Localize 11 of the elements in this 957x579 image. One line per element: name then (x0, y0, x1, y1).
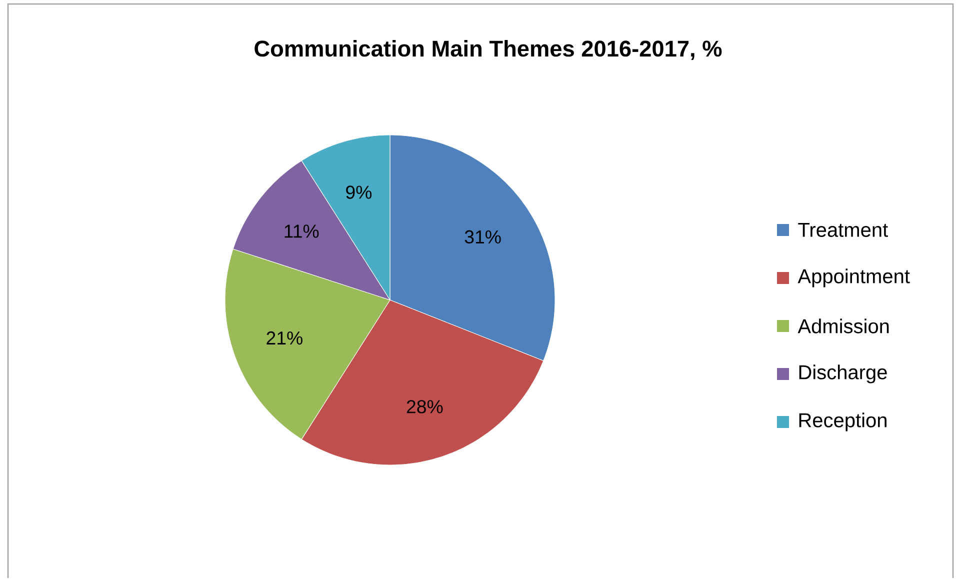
data-label: 28% (406, 400, 443, 414)
legend-label: Reception (799, 412, 886, 432)
data-label: 9% (346, 186, 372, 200)
chart-title: Communication Main Themes 2016-2017, % (254, 40, 722, 60)
data-label: 21% (266, 332, 302, 345)
legend-label: Discharge (799, 364, 887, 384)
data-label: 31% (464, 230, 501, 244)
data-label: 11% (284, 224, 319, 238)
legend-label: Appointment (798, 268, 910, 288)
legend-label: Admission (798, 318, 889, 334)
legend-label: Treatment (798, 223, 888, 238)
